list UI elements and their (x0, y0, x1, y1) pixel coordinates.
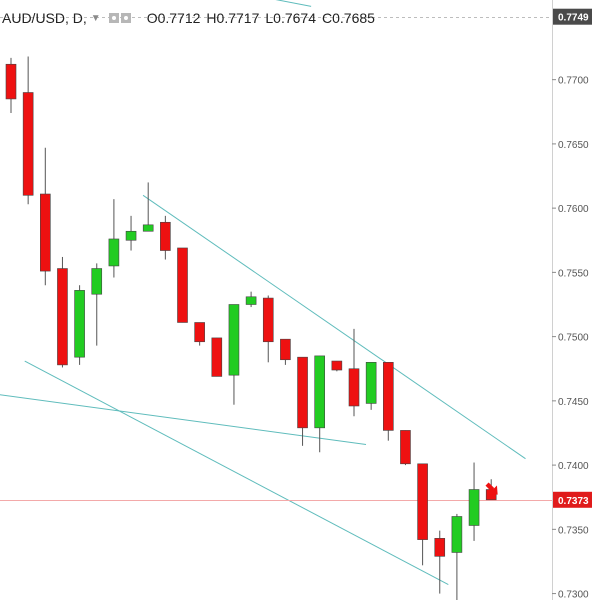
candle-up (91, 268, 103, 295)
price-tick-label: 0.7400 (558, 461, 589, 472)
price-axis: 0.7700 0.7650 0.7600 0.7550 0.7500 0.7450 0.74… (552, 0, 592, 600)
candle-down (262, 297, 274, 343)
visibility-icon[interactable] (120, 13, 131, 23)
trendlines (0, 0, 526, 586)
trendline (142, 194, 526, 460)
price-tick-label: 0.7300 (558, 590, 589, 600)
chart-legend: AUD/USD, D, ▼ O0.7712 H0.7717 L0.7674 C0… (2, 9, 375, 27)
candle-down (160, 221, 171, 251)
candle-up (142, 224, 154, 232)
price-tick-label: 0.7650 (558, 140, 589, 151)
candle-down (177, 247, 188, 323)
price-marker-box (553, 491, 592, 508)
price-tick-label: 0.7600 (558, 204, 589, 215)
trendline (275, 0, 312, 7)
candle-up (245, 296, 257, 305)
ohlc-open: O0.7712 (146, 10, 201, 26)
candle-down (382, 362, 394, 431)
candle-down (194, 322, 205, 343)
price-tick-label: 0.7450 (558, 397, 589, 408)
candle-up (228, 304, 240, 376)
price-tick-label: 0.7350 (558, 525, 589, 536)
price-axis-background (553, 0, 592, 600)
price-guides (0, 17, 552, 501)
sell-arrow-icon (485, 482, 498, 495)
legend-tools (108, 13, 131, 23)
candle-down (39, 193, 51, 272)
candle-down (297, 356, 308, 429)
candle-series (5, 56, 497, 600)
price-tick-label: 0.7550 (558, 268, 589, 279)
price-markers: 0.7749 0.7373 (553, 8, 592, 508)
chevron-down-icon[interactable]: ▼ (90, 12, 101, 24)
candle-up (108, 238, 120, 267)
price-tick-label: 0.7700 (558, 76, 589, 87)
candle-up (451, 516, 463, 553)
candle-down (348, 368, 360, 407)
candle-down (331, 360, 343, 371)
ohlc-close: C0.7685 (322, 10, 375, 26)
candle-down (280, 338, 291, 361)
price-marker-label: 0.7749 (558, 13, 589, 24)
candle-up (125, 230, 137, 241)
candle-down (211, 337, 223, 377)
ohlc-low: L0.7674 (265, 10, 316, 26)
trendline (0, 394, 367, 446)
settings-icon[interactable] (108, 13, 119, 23)
price-marker-label: 0.7373 (558, 496, 589, 507)
candle-down (22, 92, 34, 196)
candle-up (365, 362, 377, 404)
price-marker-box (553, 8, 592, 25)
trendline (24, 360, 449, 586)
candle-down (57, 268, 68, 366)
candle-down (5, 63, 17, 100)
candle-up (74, 290, 85, 358)
candle-up (468, 489, 480, 526)
ohlc-high: H0.7717 (206, 10, 260, 26)
symbol-label[interactable]: AUD/USD, D, (2, 10, 87, 26)
candle-down (434, 538, 446, 557)
candle-up (314, 355, 326, 429)
price-tick-label: 0.7500 (558, 333, 589, 344)
candle-down (400, 430, 411, 465)
candle-down (417, 463, 428, 540)
